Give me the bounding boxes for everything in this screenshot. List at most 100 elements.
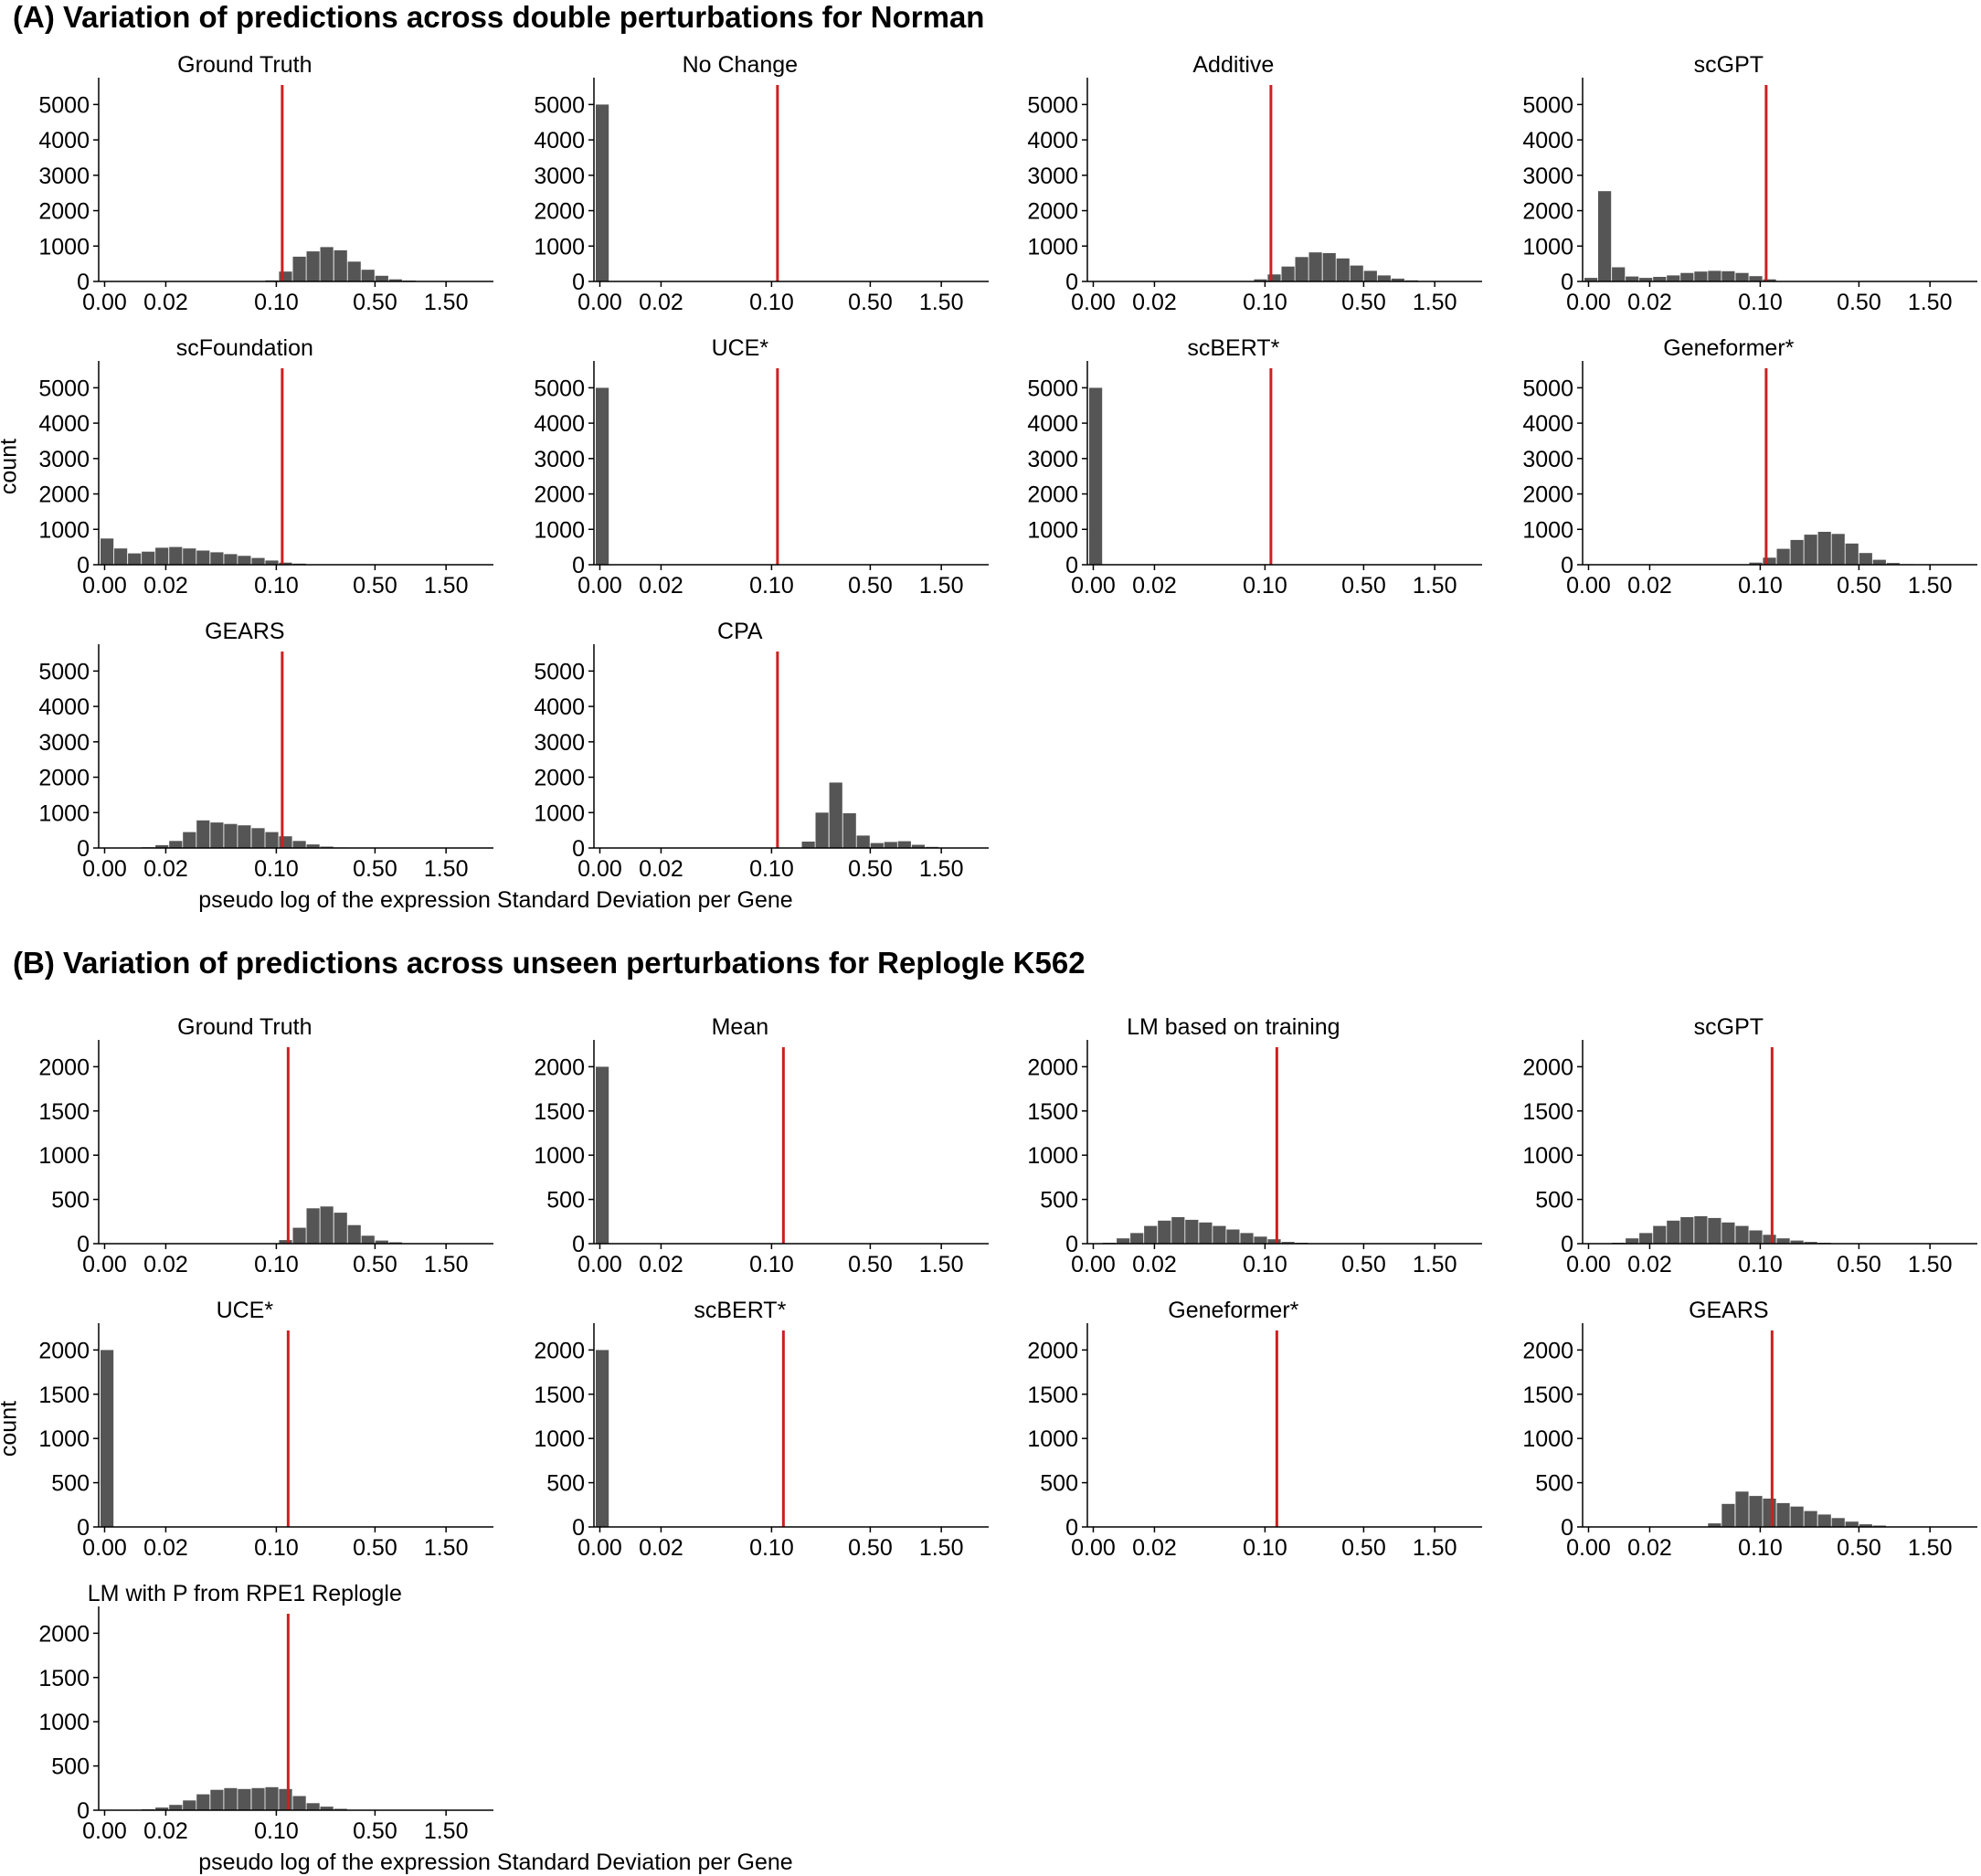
y-tick-label: 500 bbox=[546, 1188, 585, 1214]
histogram-bar bbox=[183, 1800, 196, 1810]
subplot-title: scGPT bbox=[1694, 52, 1764, 78]
histogram-bar bbox=[1598, 191, 1611, 281]
x-tick-label: 0.50 bbox=[353, 1252, 397, 1277]
x-tick-label: 0.10 bbox=[749, 1252, 794, 1277]
histogram-bar bbox=[307, 1803, 320, 1810]
histogram-bar bbox=[1763, 1499, 1775, 1527]
x-tick-label: 1.50 bbox=[1908, 1252, 1953, 1277]
y-tick-label: 4000 bbox=[1027, 411, 1078, 437]
subplot-title: Ground Truth bbox=[177, 52, 312, 78]
y-tick-label: 1000 bbox=[534, 800, 585, 826]
x-tick-label: 0.02 bbox=[143, 1535, 188, 1561]
histogram-bar bbox=[1667, 1221, 1679, 1244]
x-tick-label: 0.10 bbox=[1738, 290, 1783, 315]
y-tick-label: 2000 bbox=[38, 766, 90, 791]
x-tick-label: 1.50 bbox=[424, 573, 469, 599]
x-tick-label: 0.10 bbox=[1243, 573, 1287, 599]
histogram-bar bbox=[1749, 1496, 1762, 1527]
x-tick-label: 0.50 bbox=[848, 1535, 893, 1561]
x-tick-label: 0.50 bbox=[1837, 1535, 1881, 1561]
x-tick-label: 0.00 bbox=[82, 573, 127, 599]
histogram-bar bbox=[238, 556, 250, 565]
histogram-bar bbox=[169, 841, 182, 848]
y-tick-label: 5000 bbox=[534, 659, 585, 684]
histogram-bar bbox=[1846, 1521, 1859, 1527]
histogram-bar bbox=[1859, 553, 1872, 565]
histogram-bar bbox=[101, 538, 113, 565]
x-tick-label: 0.00 bbox=[577, 573, 622, 599]
x-tick-label: 0.10 bbox=[749, 573, 794, 599]
histogram-bar bbox=[1171, 1217, 1184, 1244]
x-tick-label: 0.02 bbox=[1132, 290, 1177, 315]
x-tick-label: 1.50 bbox=[1413, 1535, 1457, 1561]
x-tick-label: 0.50 bbox=[1341, 573, 1386, 599]
histogram-bar bbox=[1612, 268, 1625, 282]
histogram-bar bbox=[196, 551, 209, 566]
x-tick-label: 1.50 bbox=[1908, 1535, 1953, 1561]
y-tick-label: 500 bbox=[1535, 1471, 1573, 1497]
y-tick-label: 5000 bbox=[1027, 376, 1078, 401]
histogram-bar bbox=[885, 842, 897, 848]
histogram-bar bbox=[1708, 1218, 1721, 1244]
x-tick-label: 0.02 bbox=[639, 573, 683, 599]
histogram-bar bbox=[1735, 1226, 1748, 1244]
histogram-bar bbox=[251, 558, 264, 565]
subplot-title: No Change bbox=[683, 52, 798, 78]
y-tick-label: 3000 bbox=[534, 164, 585, 189]
histogram-bar bbox=[307, 1208, 320, 1244]
x-tick-label: 0.00 bbox=[82, 1818, 127, 1844]
x-tick-label: 0.10 bbox=[254, 573, 299, 599]
y-tick-label: 3000 bbox=[534, 447, 585, 472]
histogram-bar bbox=[830, 782, 842, 848]
y-tick-label: 1000 bbox=[1522, 234, 1573, 260]
y-tick-label: 2000 bbox=[534, 1338, 585, 1363]
x-tick-label: 0.02 bbox=[639, 1252, 683, 1277]
y-tick-label: 3000 bbox=[1027, 447, 1078, 472]
x-tick-label: 1.50 bbox=[1908, 290, 1953, 315]
subplot-title: Mean bbox=[712, 1014, 769, 1040]
y-tick-label: 1500 bbox=[534, 1099, 585, 1125]
y-tick-label: 3000 bbox=[38, 730, 90, 756]
y-tick-label: 4000 bbox=[1522, 128, 1573, 154]
histogram-bar bbox=[101, 1350, 113, 1527]
subplot-title: GEARS bbox=[1689, 1298, 1769, 1323]
histogram-bar bbox=[1763, 1235, 1775, 1244]
y-tick-label: 1000 bbox=[38, 234, 90, 260]
x-tick-label: 0.50 bbox=[353, 1818, 397, 1844]
x-tick-label: 0.00 bbox=[1071, 1535, 1116, 1561]
histogram-bar bbox=[1791, 540, 1804, 565]
x-tick-label: 0.10 bbox=[749, 1535, 794, 1561]
x-tick-label: 0.02 bbox=[143, 290, 188, 315]
x-tick-label: 0.50 bbox=[353, 290, 397, 315]
histogram-bar bbox=[1309, 252, 1322, 281]
x-tick-label: 0.02 bbox=[143, 1818, 188, 1844]
y-tick-label: 1000 bbox=[38, 1710, 90, 1735]
histogram-bar bbox=[1777, 1238, 1790, 1244]
histogram-bar bbox=[265, 832, 278, 848]
histogram-bar bbox=[251, 1788, 264, 1810]
x-tick-label: 1.50 bbox=[424, 856, 469, 882]
subplot-title: scBERT* bbox=[1187, 335, 1279, 361]
y-tick-label: 1000 bbox=[1027, 234, 1078, 260]
histogram-bar bbox=[224, 1788, 237, 1810]
histogram-bar bbox=[1694, 1216, 1707, 1244]
y-tick-label: 2000 bbox=[1522, 1055, 1573, 1080]
x-tick-label: 0.02 bbox=[1132, 573, 1177, 599]
histogram-bar bbox=[1777, 549, 1790, 565]
x-tick-label: 1.50 bbox=[424, 1252, 469, 1277]
histogram-bar bbox=[843, 813, 856, 848]
x-tick-label: 0.02 bbox=[639, 856, 683, 882]
x-tick-label: 1.50 bbox=[1413, 573, 1457, 599]
x-tick-label: 1.50 bbox=[1413, 1252, 1457, 1277]
histogram-bar bbox=[307, 251, 320, 281]
y-tick-label: 500 bbox=[51, 1188, 90, 1214]
subplot-title: CPA bbox=[717, 619, 763, 644]
x-tick-label: 1.50 bbox=[1413, 290, 1457, 315]
histogram-bar bbox=[114, 548, 127, 565]
x-tick-label: 0.00 bbox=[577, 1252, 622, 1277]
x-tick-label: 1.50 bbox=[919, 1252, 964, 1277]
